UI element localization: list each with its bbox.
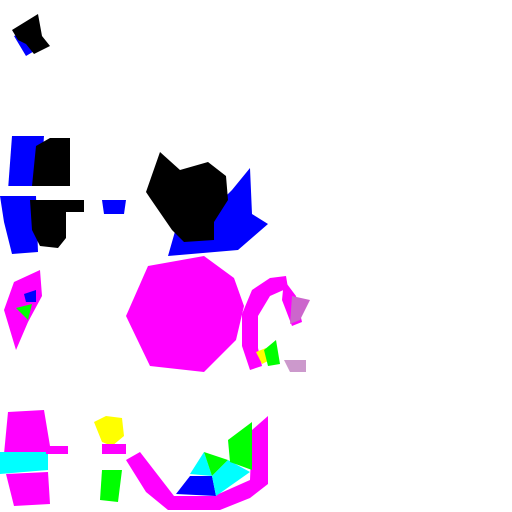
shape-black-stripe <box>0 186 70 196</box>
shape-magenta-top <box>4 410 50 454</box>
shape-lavender-chip <box>290 296 310 324</box>
shape-magenta-octagon <box>126 256 244 372</box>
shape-magenta-tab <box>46 446 68 454</box>
shape-light-purple-bar <box>284 360 306 372</box>
shape-magenta-bottom <box>6 472 50 506</box>
fragment-magenta-hook <box>242 276 310 372</box>
fragment-small-blue-bar <box>102 200 126 214</box>
shape-blue-chip <box>24 290 36 302</box>
shape-cyan-band <box>0 452 48 474</box>
fragment-top-left-wedge <box>12 14 50 56</box>
fragment-star-shape <box>146 152 268 256</box>
shape-blue-lower <box>0 196 38 254</box>
shape-black-star <box>146 152 228 242</box>
shape-green-chip <box>100 470 122 502</box>
shape-magenta-hook <box>242 276 288 370</box>
shape-black-wedge <box>12 14 50 54</box>
fragment-bottom-left-block <box>0 410 68 506</box>
shape-green-chip <box>16 304 32 320</box>
shape-green-right <box>228 422 252 470</box>
shape-blue-core <box>176 476 216 496</box>
fragment-left-block <box>0 136 84 254</box>
shape-black-lower <box>30 200 84 248</box>
shape-yellow-chip <box>94 416 124 446</box>
fragment-magenta-octagon <box>126 256 244 372</box>
fragment-bottom-bowl <box>126 416 268 510</box>
fragment-small-yellow-green <box>94 416 126 502</box>
shape-green-left <box>204 452 228 476</box>
shape-green-chip <box>264 340 280 366</box>
shape-magenta-bowl <box>126 416 268 510</box>
shape-magenta-strip <box>102 444 126 454</box>
shape-blue-bar <box>102 200 126 214</box>
shape-black-upper <box>32 138 70 186</box>
shape-cyan-right <box>212 460 250 496</box>
shape-cyan-left <box>190 452 212 476</box>
fragment-left-magenta-shard <box>4 270 42 350</box>
